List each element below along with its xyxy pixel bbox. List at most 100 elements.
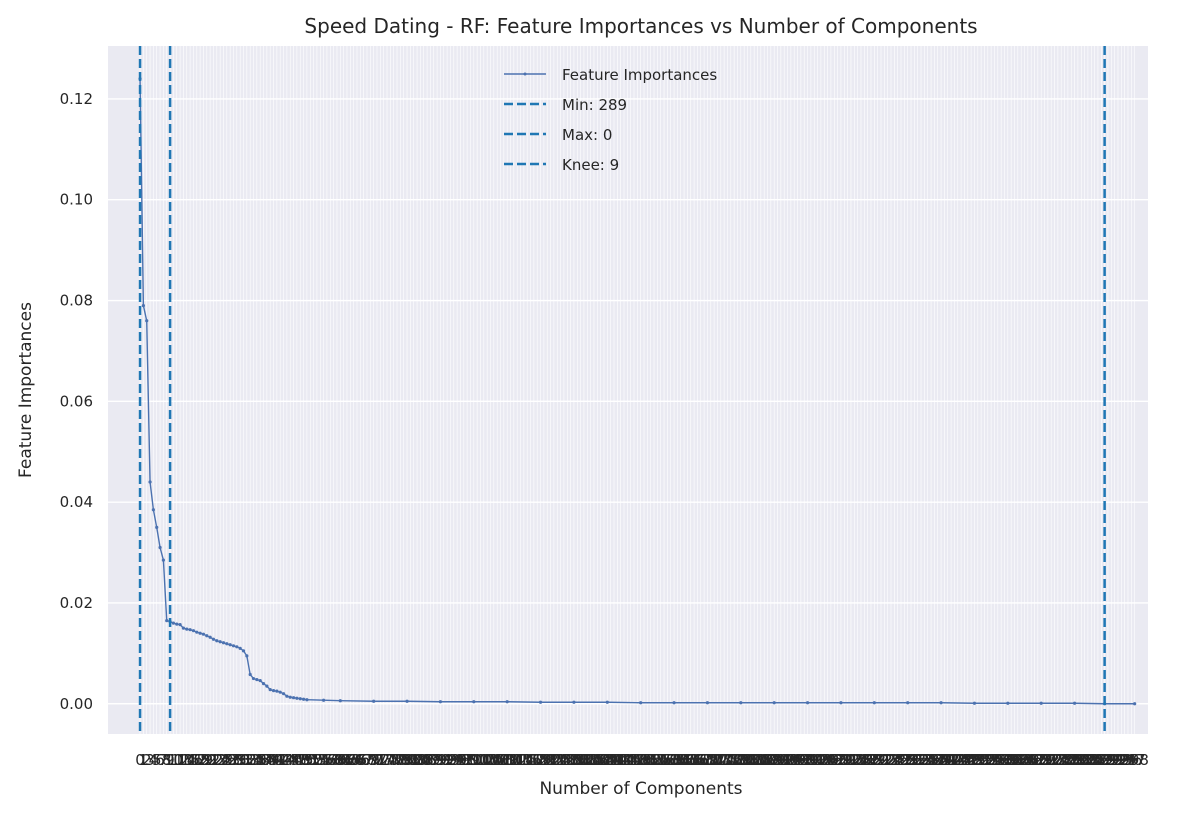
x-tick-label: 34 [244, 751, 263, 769]
data-point [265, 684, 269, 688]
x-tick-label: 212 [833, 751, 862, 769]
x-tick-label: 126 [546, 751, 575, 769]
x-tick-label: 76 [384, 751, 403, 769]
x-tick-label: 51 [301, 751, 320, 769]
x-tick-label: 246 [947, 751, 976, 769]
x-tick-label: 158 [653, 751, 682, 769]
x-tick-label: 258 [987, 751, 1016, 769]
x-tick-label: 11 [167, 751, 186, 769]
x-tick-label: 229 [890, 751, 919, 769]
x-tick-label: 225 [877, 751, 906, 769]
x-tick-label: 22 [204, 751, 223, 769]
data-point [238, 646, 242, 650]
x-tick-label: 99 [461, 751, 480, 769]
data-point [1072, 701, 1077, 705]
x-tick-label: 265 [1010, 751, 1039, 769]
x-tick-label: 64 [344, 751, 363, 769]
x-tick-label: 281 [1064, 751, 1093, 769]
x-tick-label: 206 [813, 751, 842, 769]
x-tick-label: 187 [750, 751, 779, 769]
x-tick-label: 289 [1090, 751, 1119, 769]
x-tick-label: 156 [646, 751, 675, 769]
x-tick-label: 200 [793, 751, 822, 769]
x-tick-label: 216 [847, 751, 876, 769]
x-tick-label: 31 [234, 751, 253, 769]
data-point [939, 701, 943, 705]
x-tick-label: 146 [613, 751, 642, 769]
x-tick-label: 113 [503, 751, 532, 769]
x-tick-label: 56 [317, 751, 336, 769]
x-tick-label: 14 [177, 751, 196, 769]
x-tick-label: 220 [860, 751, 889, 769]
legend: Feature Importances Min: 289 Max: 0 Knee… [504, 66, 717, 174]
x-tick-label: 193 [770, 751, 799, 769]
x-tick-label: 115 [510, 751, 539, 769]
x-tick-label: 66 [351, 751, 370, 769]
x-tick-label: 152 [633, 751, 662, 769]
x-tick-label: 195 [777, 751, 806, 769]
x-tick-label: 249 [957, 751, 986, 769]
data-point [275, 689, 279, 693]
data-point [201, 632, 206, 636]
data-point [171, 621, 176, 625]
x-tick-label: 138 [586, 751, 615, 769]
x-tick-label: 199 [790, 751, 819, 769]
x-tick-label: 260 [994, 751, 1023, 769]
data-point [191, 629, 196, 633]
x-tick-label: 238 [920, 751, 949, 769]
x-tick-label: 168 [686, 751, 715, 769]
x-tick-label: 90 [431, 751, 450, 769]
x-tick-label: 145 [610, 751, 639, 769]
x-tick-label: 274 [1040, 751, 1069, 769]
x-tick-label: 196 [780, 751, 809, 769]
x-tick-label: 236 [913, 751, 942, 769]
x-tick-label: 203 [803, 751, 832, 769]
data-point [295, 696, 299, 700]
x-tick-label: 182 [733, 751, 762, 769]
data-point [195, 630, 199, 634]
x-tick-label: 218 [853, 751, 882, 769]
x-tick-label: 1 [139, 751, 149, 769]
x-tick-label: 47 [287, 751, 306, 769]
data-point [161, 558, 166, 562]
x-tick-label: 243 [937, 751, 966, 769]
legend-label-feature-importances: Feature Importances [562, 66, 717, 84]
x-tick-label: 142 [600, 751, 629, 769]
x-tick-label: 39 [261, 751, 280, 769]
x-tick-label: 106 [480, 751, 509, 769]
x-tick-label: 17 [187, 751, 206, 769]
data-point [405, 699, 409, 703]
x-tick-label: 262 [1000, 751, 1029, 769]
data-point [261, 681, 266, 686]
x-tick-label: 135 [576, 751, 605, 769]
data-point [872, 701, 876, 705]
data-point [338, 699, 342, 703]
data-point [211, 637, 216, 641]
x-tick-label: 94 [444, 751, 463, 769]
x-tick-label: 12 [171, 751, 190, 769]
data-point [639, 701, 643, 705]
x-tick-label: 275 [1044, 751, 1073, 769]
x-tick-label: 101 [463, 751, 492, 769]
plot-background [108, 46, 1148, 734]
x-tick-label: 95 [448, 751, 467, 769]
x-tick-label: 150 [626, 751, 655, 769]
data-point [248, 672, 252, 677]
x-tick-label: 261 [997, 751, 1026, 769]
x-tick-label: 53 [307, 751, 326, 769]
x-tick-label: 46 [284, 751, 303, 769]
x-tick-label: 255 [977, 751, 1006, 769]
x-tick-label: 149 [623, 751, 652, 769]
x-tick-label: 160 [660, 751, 689, 769]
x-tick-label: 62 [337, 751, 356, 769]
x-tick-label: 131 [563, 751, 592, 769]
x-tick-label: 294 [1107, 751, 1136, 769]
x-tick-label: 87 [421, 751, 440, 769]
x-tick-label: 270 [1027, 751, 1056, 769]
x-tick-label: 107 [483, 751, 512, 769]
y-tick-label: 0.12 [60, 90, 93, 108]
data-point [225, 642, 229, 646]
x-tick-label: 61 [334, 751, 353, 769]
data-point [158, 545, 162, 550]
